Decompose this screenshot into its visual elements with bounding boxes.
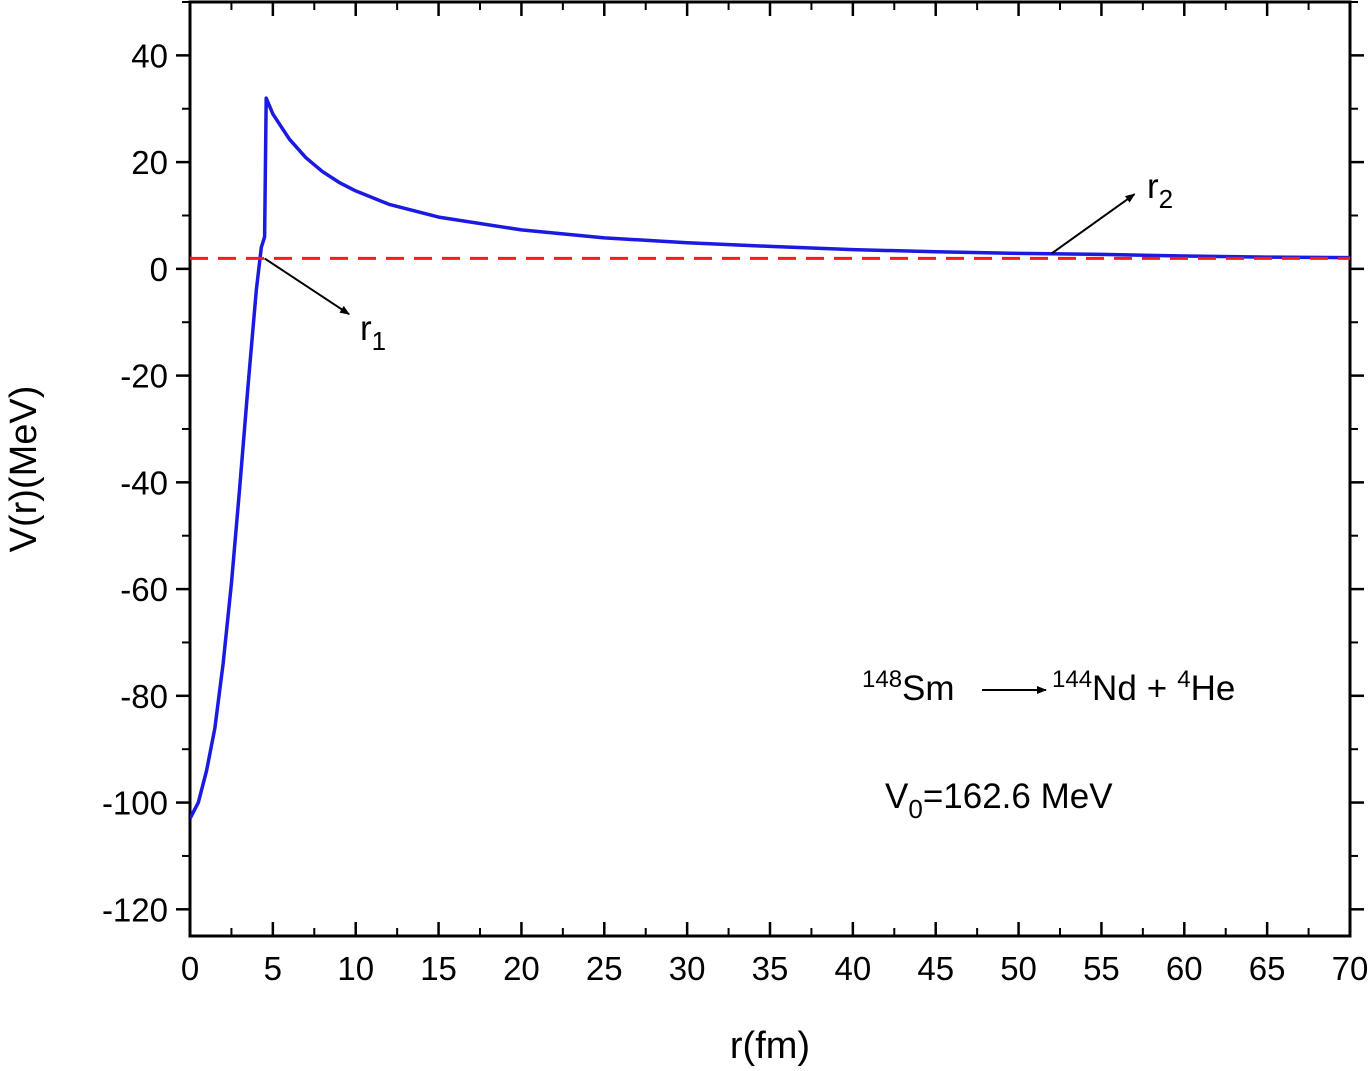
v0-annotation: V0=162.6 MeV	[885, 777, 1113, 824]
x-tick-label: 65	[1249, 950, 1286, 987]
x-tick-label: 10	[337, 950, 374, 987]
reaction-annotation: 148Sm 144Nd +4He	[862, 666, 1235, 708]
x-tick-label: 55	[1083, 950, 1120, 987]
x-tick-label: 15	[420, 950, 457, 987]
v0-symbol: V	[885, 777, 909, 816]
x-tick-label: 5	[264, 950, 282, 987]
alpha-particle: He	[1191, 669, 1236, 708]
svg-text:148Sm: 148Sm	[862, 666, 955, 708]
r1-annotation: r1	[264, 257, 386, 356]
x-tick-label: 40	[834, 950, 871, 987]
y-tick-label: -60	[120, 571, 168, 608]
r2-arrow	[1051, 193, 1136, 255]
x-tick-label: 60	[1166, 950, 1203, 987]
plus-sign: +	[1147, 669, 1167, 708]
v0-subscript: 0	[908, 794, 922, 824]
x-tick-label: 0	[181, 950, 199, 987]
daughter-mass-number: 144	[1052, 666, 1092, 693]
potential-curve	[190, 96, 1350, 820]
x-axis-label: r(fm)	[730, 1025, 810, 1067]
r1-label: r1	[360, 309, 386, 356]
x-tick-label: 25	[586, 950, 623, 987]
y-tick-label: -100	[102, 785, 168, 822]
x-tick-label: 50	[1000, 950, 1037, 987]
y-tick-label: 0	[150, 251, 168, 288]
r2-annotation: r2	[1051, 167, 1173, 255]
daughter-nucleus: Nd	[1092, 669, 1137, 708]
y-tick-label: -40	[120, 464, 168, 501]
y-tick-label: -120	[102, 891, 168, 928]
x-tick-label: 35	[752, 950, 789, 987]
y-tick-label: 40	[131, 37, 168, 74]
y-tick-label: 20	[131, 144, 168, 181]
x-tick-label: 70	[1332, 950, 1369, 987]
series-layer	[190, 96, 1350, 820]
r1-arrow	[264, 257, 350, 316]
plot-frame	[188, 0, 1352, 938]
parent-nucleus: Sm	[902, 669, 955, 708]
svg-text:144Nd+4He: 144Nd +4He	[1052, 666, 1235, 708]
svg-text:V0=162.6 MeV: V0=162.6 MeV	[885, 777, 1113, 824]
x-tick-label: 30	[669, 950, 706, 987]
x-tick-label: 45	[917, 950, 954, 987]
plot-border	[188, 0, 1352, 938]
alpha-mass-number: 4	[1177, 666, 1190, 693]
x-tick-label: 20	[503, 950, 540, 987]
v0-value: =162.6 MeV	[923, 777, 1113, 816]
y-tick-label: -20	[120, 358, 168, 395]
parent-mass-number: 148	[862, 666, 902, 693]
r2-label: r2	[1147, 167, 1173, 214]
y-axis-label: V(r)(MeV)	[3, 386, 45, 553]
x-axis-ticks: 0 5 10 15 20 25 30 35 40 45 50 55 60 65 70	[181, 2, 1369, 987]
y-tick-label: -80	[120, 678, 168, 715]
